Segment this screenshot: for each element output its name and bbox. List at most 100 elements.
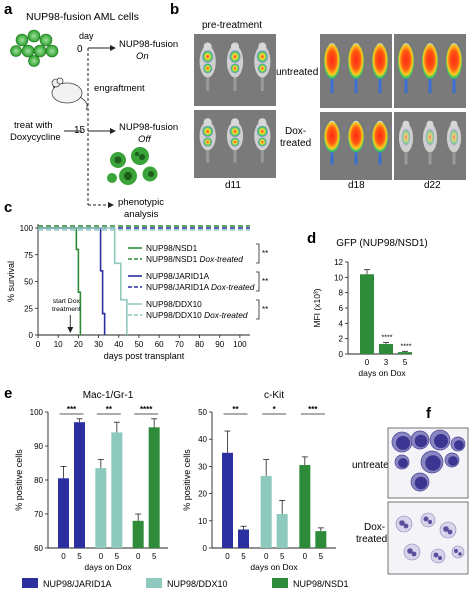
c-y-axis-label: % survival [6, 261, 16, 302]
c-series-solid-line [38, 227, 106, 335]
pre-treatment-image-dox-mouse-signal [257, 137, 267, 147]
e1-significance: *** [67, 405, 77, 414]
d18-dox-image-mouse-signal [324, 122, 340, 153]
c-x-axis-label: days post transplant [104, 351, 185, 361]
e2-y-tick-label: 10 [198, 517, 207, 526]
day-0-label: 0 [77, 44, 83, 55]
d-y-tick-label: 8 [339, 289, 344, 298]
dox-label-f1: Dox- [364, 522, 385, 533]
pheno-line2: analysis [124, 209, 159, 220]
c-legend-significance: ** [262, 277, 268, 286]
e2-bar [299, 465, 311, 548]
panel-label-b: b [170, 1, 179, 18]
d-bar [398, 352, 412, 354]
d22-dox-image-mouse-head [426, 120, 434, 128]
e2-significance: ** [232, 405, 239, 414]
e1-x-tick-label: 5 [152, 552, 157, 561]
d22-dox-image-mouse-signal [401, 128, 411, 146]
c-x-tick-label: 0 [36, 340, 41, 349]
differentiated-cell [451, 545, 465, 559]
d22-untreated-image-mouse-signal [398, 44, 414, 80]
c-legend-dashed-label: NUP98/NSD1 Dox-treated [146, 254, 243, 264]
d-y-tick-label: 0 [339, 350, 344, 359]
c-y-tick-label: 50 [24, 278, 33, 287]
d22-dox-image-mouse-head [450, 120, 458, 128]
d22-dox-image-mouse-signal [449, 128, 459, 146]
pre-treatment-image-dox-mouse-head [230, 118, 240, 127]
e2-chart-title: c-Kit [264, 390, 284, 401]
pre-treatment-image-untreated-mouse-signal [230, 63, 240, 74]
mouse-icon [51, 77, 88, 111]
c-annotation-line2: treatment [52, 306, 81, 313]
e2-x-tick-label: 5 [241, 552, 246, 561]
e2-x-tick-label: 0 [303, 552, 308, 561]
d-significance: **** [401, 343, 412, 350]
e1-y-tick-label: 90 [34, 442, 43, 451]
untreated-label-f: untreated [352, 460, 394, 471]
e1-x-tick-label: 5 [115, 552, 120, 561]
pre-treatment-image-untreated-mouse-signal [256, 50, 268, 63]
d18-label: d18 [348, 180, 365, 191]
c-legend-solid-label: NUP98/NSD1 [146, 243, 198, 253]
cell-nucleus-lobe [411, 551, 417, 557]
e1-y-tick-label: 70 [34, 510, 43, 519]
panel-label-c: c [4, 199, 12, 216]
fusion-on-line1: NUP98-fusion [119, 39, 178, 50]
d-y-tick-label: 4 [339, 319, 344, 328]
panel-label-e: e [4, 385, 12, 402]
pre-treatment-image-dox-mouse-head [258, 118, 267, 127]
e1-bar [132, 520, 144, 548]
e2-bar [276, 514, 288, 548]
c-series-solid-line [38, 227, 82, 335]
e1-y-tick-label: 100 [30, 408, 44, 417]
e2-bar [238, 529, 249, 548]
blast-nucleus [434, 434, 448, 448]
e2-y-tick-label: 0 [203, 544, 208, 553]
e2-y-axis-label: % positive cells [182, 449, 192, 511]
e1-x-tick-label: 0 [136, 552, 141, 561]
e1-significance: ** [106, 405, 113, 414]
d-y-tick-label: 12 [334, 258, 343, 267]
c-legend-bracket [256, 243, 260, 264]
blast-nucleus [414, 476, 428, 490]
d-y-axis-label: MFI (x10³) [312, 288, 322, 327]
treat-line2: Doxycycline [10, 132, 61, 143]
d-y-tick-label: 2 [339, 335, 344, 344]
d22-dox-image-mouse-head [402, 120, 410, 128]
panel-label-a: a [4, 1, 13, 18]
c-legend-solid-label: NUP98/DDX10 [146, 299, 202, 309]
e2-y-tick-label: 40 [198, 435, 207, 444]
pre-treatment-image-untreated-mouse-signal [202, 50, 214, 63]
e1-bar [58, 478, 69, 548]
pre-treatment-image-dox-mouse-signal [202, 125, 214, 138]
e1-bar [111, 432, 123, 548]
panel-c: c 0 25 50 75 100 0 10 20 30 40 50 60 70 80 90 100 days p… [4, 199, 268, 361]
differentiated-cell-icon [107, 147, 158, 185]
fusion-off-line1: NUP98-fusion [119, 122, 178, 133]
c-legend-bracket [256, 271, 260, 292]
e1-bar [74, 422, 85, 548]
d18-dox-image-mouse-signal [372, 122, 388, 153]
e2-x-tick-label: 0 [264, 552, 269, 561]
panel-label-d: d [307, 230, 316, 247]
arrow-on-icon [110, 45, 116, 51]
e1-y-tick-label: 60 [34, 544, 43, 553]
panel-label-f: f [426, 405, 432, 422]
e1-chart-title: Mac-1/Gr-1 [83, 390, 134, 401]
dox-label-b1: Dox- [285, 126, 306, 137]
dox-label-b2: treated [280, 138, 311, 149]
d-significance: **** [382, 335, 393, 342]
panel-d: d GFP (NUP98/NSD1) 0 2 4 6 8 10 12 MFI (x10³) 0 **… [307, 230, 428, 378]
cell-cluster-icon [10, 29, 59, 67]
c-x-tick-label: 80 [195, 340, 204, 349]
cell-nucleus-lobe [437, 555, 443, 561]
cell-nucleus-lobe [443, 526, 449, 532]
pre-treatment-label: pre-treatment [202, 20, 262, 31]
c-legend-dashed-label: NUP98/DDX10 Dox-treated [146, 310, 248, 320]
fusion-on-line2: On [136, 51, 149, 62]
c-legend-significance: ** [262, 249, 268, 258]
c-x-tick-label: 100 [233, 340, 247, 349]
c-x-tick-label: 20 [74, 340, 83, 349]
e1-y-tick-label: 80 [34, 476, 43, 485]
